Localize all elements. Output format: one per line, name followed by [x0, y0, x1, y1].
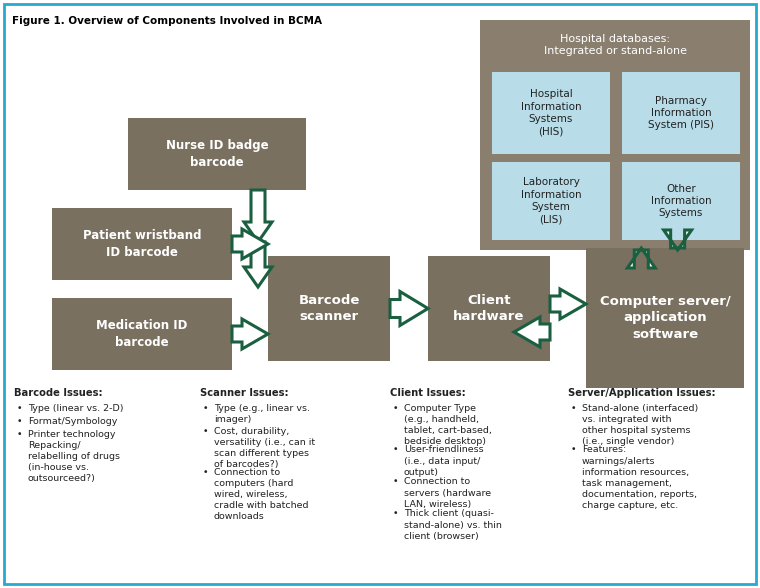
- Text: •: •: [203, 468, 208, 477]
- Polygon shape: [244, 190, 272, 242]
- Bar: [586, 248, 744, 388]
- Text: •: •: [17, 417, 23, 426]
- Text: •: •: [17, 404, 23, 413]
- Bar: [492, 162, 610, 240]
- Text: •: •: [203, 426, 208, 436]
- Text: Connection to
computers (hard
wired, wireless,
cradle with batched
downloads: Connection to computers (hard wired, wir…: [214, 468, 309, 522]
- Bar: [128, 118, 306, 190]
- Polygon shape: [232, 229, 268, 259]
- Text: Printer technology
Repacking/
relabelling of drugs
(in-house vs.
outsourceed?): Printer technology Repacking/ relabellin…: [28, 430, 120, 483]
- Text: Other
Information
Systems: Other Information Systems: [651, 183, 711, 218]
- Text: •: •: [393, 404, 398, 413]
- Text: Client Issues:: Client Issues:: [390, 388, 466, 398]
- Text: Features:
warnings/alerts
information resources,
task management,
documentation,: Features: warnings/alerts information re…: [582, 446, 697, 510]
- Polygon shape: [244, 242, 272, 287]
- Text: •: •: [203, 404, 208, 413]
- Bar: [492, 72, 610, 154]
- Text: Format/Symbology: Format/Symbology: [28, 417, 117, 426]
- Bar: [622, 162, 740, 240]
- Bar: [52, 298, 232, 370]
- Text: •: •: [393, 509, 398, 519]
- Text: Computer Type
(e.g., handheld,
tablet, cart-based,
bedside desktop): Computer Type (e.g., handheld, tablet, c…: [404, 404, 492, 446]
- Text: Client
hardware: Client hardware: [453, 294, 524, 323]
- Bar: [52, 208, 232, 280]
- Polygon shape: [232, 319, 268, 349]
- Text: Barcode
scanner: Barcode scanner: [299, 294, 359, 323]
- Text: Laboratory
Information
System
(LIS): Laboratory Information System (LIS): [521, 178, 581, 225]
- Polygon shape: [663, 230, 692, 250]
- Text: •: •: [393, 477, 398, 486]
- Text: Thick client (quasi-
stand-alone) vs. thin
client (browser): Thick client (quasi- stand-alone) vs. th…: [404, 509, 502, 541]
- Text: •: •: [17, 430, 23, 439]
- Text: •: •: [571, 446, 577, 455]
- Text: •: •: [393, 446, 398, 455]
- Text: Cost, durability,
versatility (i.e., can it
scan different types
of barcodes?): Cost, durability, versatility (i.e., can…: [214, 426, 315, 469]
- Polygon shape: [550, 289, 586, 319]
- Text: Barcode Issues:: Barcode Issues:: [14, 388, 103, 398]
- Polygon shape: [390, 292, 428, 326]
- Text: Nurse ID badge
barcode: Nurse ID badge barcode: [166, 139, 268, 169]
- Polygon shape: [627, 248, 655, 268]
- Text: Type (linear vs. 2-D): Type (linear vs. 2-D): [28, 404, 123, 413]
- Bar: [268, 256, 390, 361]
- Text: User-friendliness
(i.e., data input/
output): User-friendliness (i.e., data input/ out…: [404, 446, 483, 477]
- Text: Hospital databases:
Integrated or stand-alone: Hospital databases: Integrated or stand-…: [543, 34, 686, 56]
- Polygon shape: [514, 317, 550, 347]
- Text: •: •: [571, 404, 577, 413]
- Text: Connection to
servers (hardware
LAN, wireless): Connection to servers (hardware LAN, wir…: [404, 477, 491, 509]
- Bar: [428, 256, 550, 361]
- Bar: [480, 20, 750, 250]
- Text: Pharmacy
Information
System (PIS): Pharmacy Information System (PIS): [648, 96, 714, 131]
- Text: Medication ID
barcode: Medication ID barcode: [97, 319, 188, 349]
- Text: Server/Application Issues:: Server/Application Issues:: [568, 388, 716, 398]
- Bar: [622, 72, 740, 154]
- Text: Patient wristband
ID barcode: Patient wristband ID barcode: [83, 229, 201, 259]
- Text: Figure 1. Overview of Components Involved in BCMA: Figure 1. Overview of Components Involve…: [12, 16, 322, 26]
- Text: Hospital
Information
Systems
(HIS): Hospital Information Systems (HIS): [521, 89, 581, 136]
- Text: Computer server/
application
software: Computer server/ application software: [600, 295, 730, 341]
- Text: Type (e.g., linear vs.
imager): Type (e.g., linear vs. imager): [214, 404, 310, 424]
- Text: Stand-alone (interfaced)
vs. integrated with
other hospital systems
(i.e., singl: Stand-alone (interfaced) vs. integrated …: [582, 404, 698, 446]
- Text: Scanner Issues:: Scanner Issues:: [200, 388, 289, 398]
